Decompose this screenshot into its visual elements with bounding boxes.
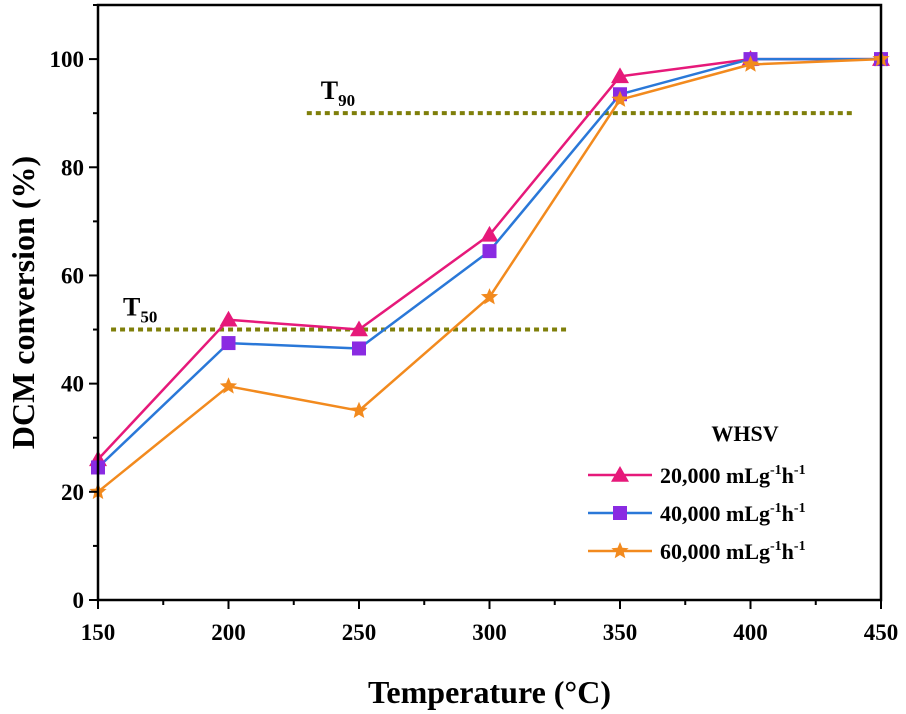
y-tick-label: 80 xyxy=(61,155,84,180)
x-tick-label: 350 xyxy=(603,620,638,645)
series-1-point xyxy=(611,67,629,84)
x-tick-label: 450 xyxy=(864,620,899,645)
y-tick-label: 0 xyxy=(73,588,85,613)
series-line-2 xyxy=(97,57,881,469)
legend-title: WHSV xyxy=(711,421,778,446)
x-tick-label: 300 xyxy=(472,620,507,645)
series-1-point xyxy=(480,225,499,242)
x-tick-label: 150 xyxy=(81,620,116,645)
series-3-point xyxy=(350,401,368,418)
legend: WHSV 20,000 mLg-1h-1 40,000 mLg-1h-1 60,000… xyxy=(588,421,806,564)
y-tick-label: 20 xyxy=(61,480,84,505)
x-tick-label: 400 xyxy=(733,620,768,645)
legend-label: 60,000 mLg-1h-1 xyxy=(660,539,806,564)
legend-item-3: 60,000 mLg-1h-1 xyxy=(588,539,806,564)
reference-label-t90: T90 xyxy=(321,76,355,110)
reference-label-t50: T50 xyxy=(123,293,157,327)
legend-item-2: 40,000 mLg-1h-1 xyxy=(588,501,806,526)
series-layer xyxy=(89,50,890,500)
series-2-point xyxy=(482,244,497,259)
x-tick-label: 250 xyxy=(342,620,377,645)
legend-swatch-marker xyxy=(613,506,627,520)
legend-swatch-marker xyxy=(611,466,629,482)
y-tick-label: 40 xyxy=(61,372,84,397)
y-axis-title: DCM conversion (%) xyxy=(5,156,41,449)
x-axis-title: Temperature (°C) xyxy=(368,674,611,710)
series-1-point xyxy=(219,310,238,327)
series-3-point xyxy=(480,288,499,305)
reference-lines-layer: T50 T90 xyxy=(111,76,855,332)
legend-item-1: 20,000 mLg-1h-1 xyxy=(588,463,806,488)
series-3-point xyxy=(611,90,629,107)
series-2-point xyxy=(221,336,236,351)
y-tick-label: 100 xyxy=(50,47,85,72)
y-tick-label: 60 xyxy=(61,263,84,288)
series-1-point xyxy=(350,320,368,337)
x-tick-label: 200 xyxy=(211,620,246,645)
series-3-point xyxy=(741,55,760,72)
series-line-1 xyxy=(97,57,881,461)
legend-label: 40,000 mLg-1h-1 xyxy=(660,501,806,526)
legend-swatch-marker xyxy=(611,542,629,559)
series-3-point xyxy=(219,377,238,394)
legend-label: 20,000 mLg-1h-1 xyxy=(660,463,806,488)
series-2-point xyxy=(352,341,366,356)
axes-layer: 150 200 250 300 350 400 450 0 20 40 60 80 100 xyxy=(50,3,899,645)
